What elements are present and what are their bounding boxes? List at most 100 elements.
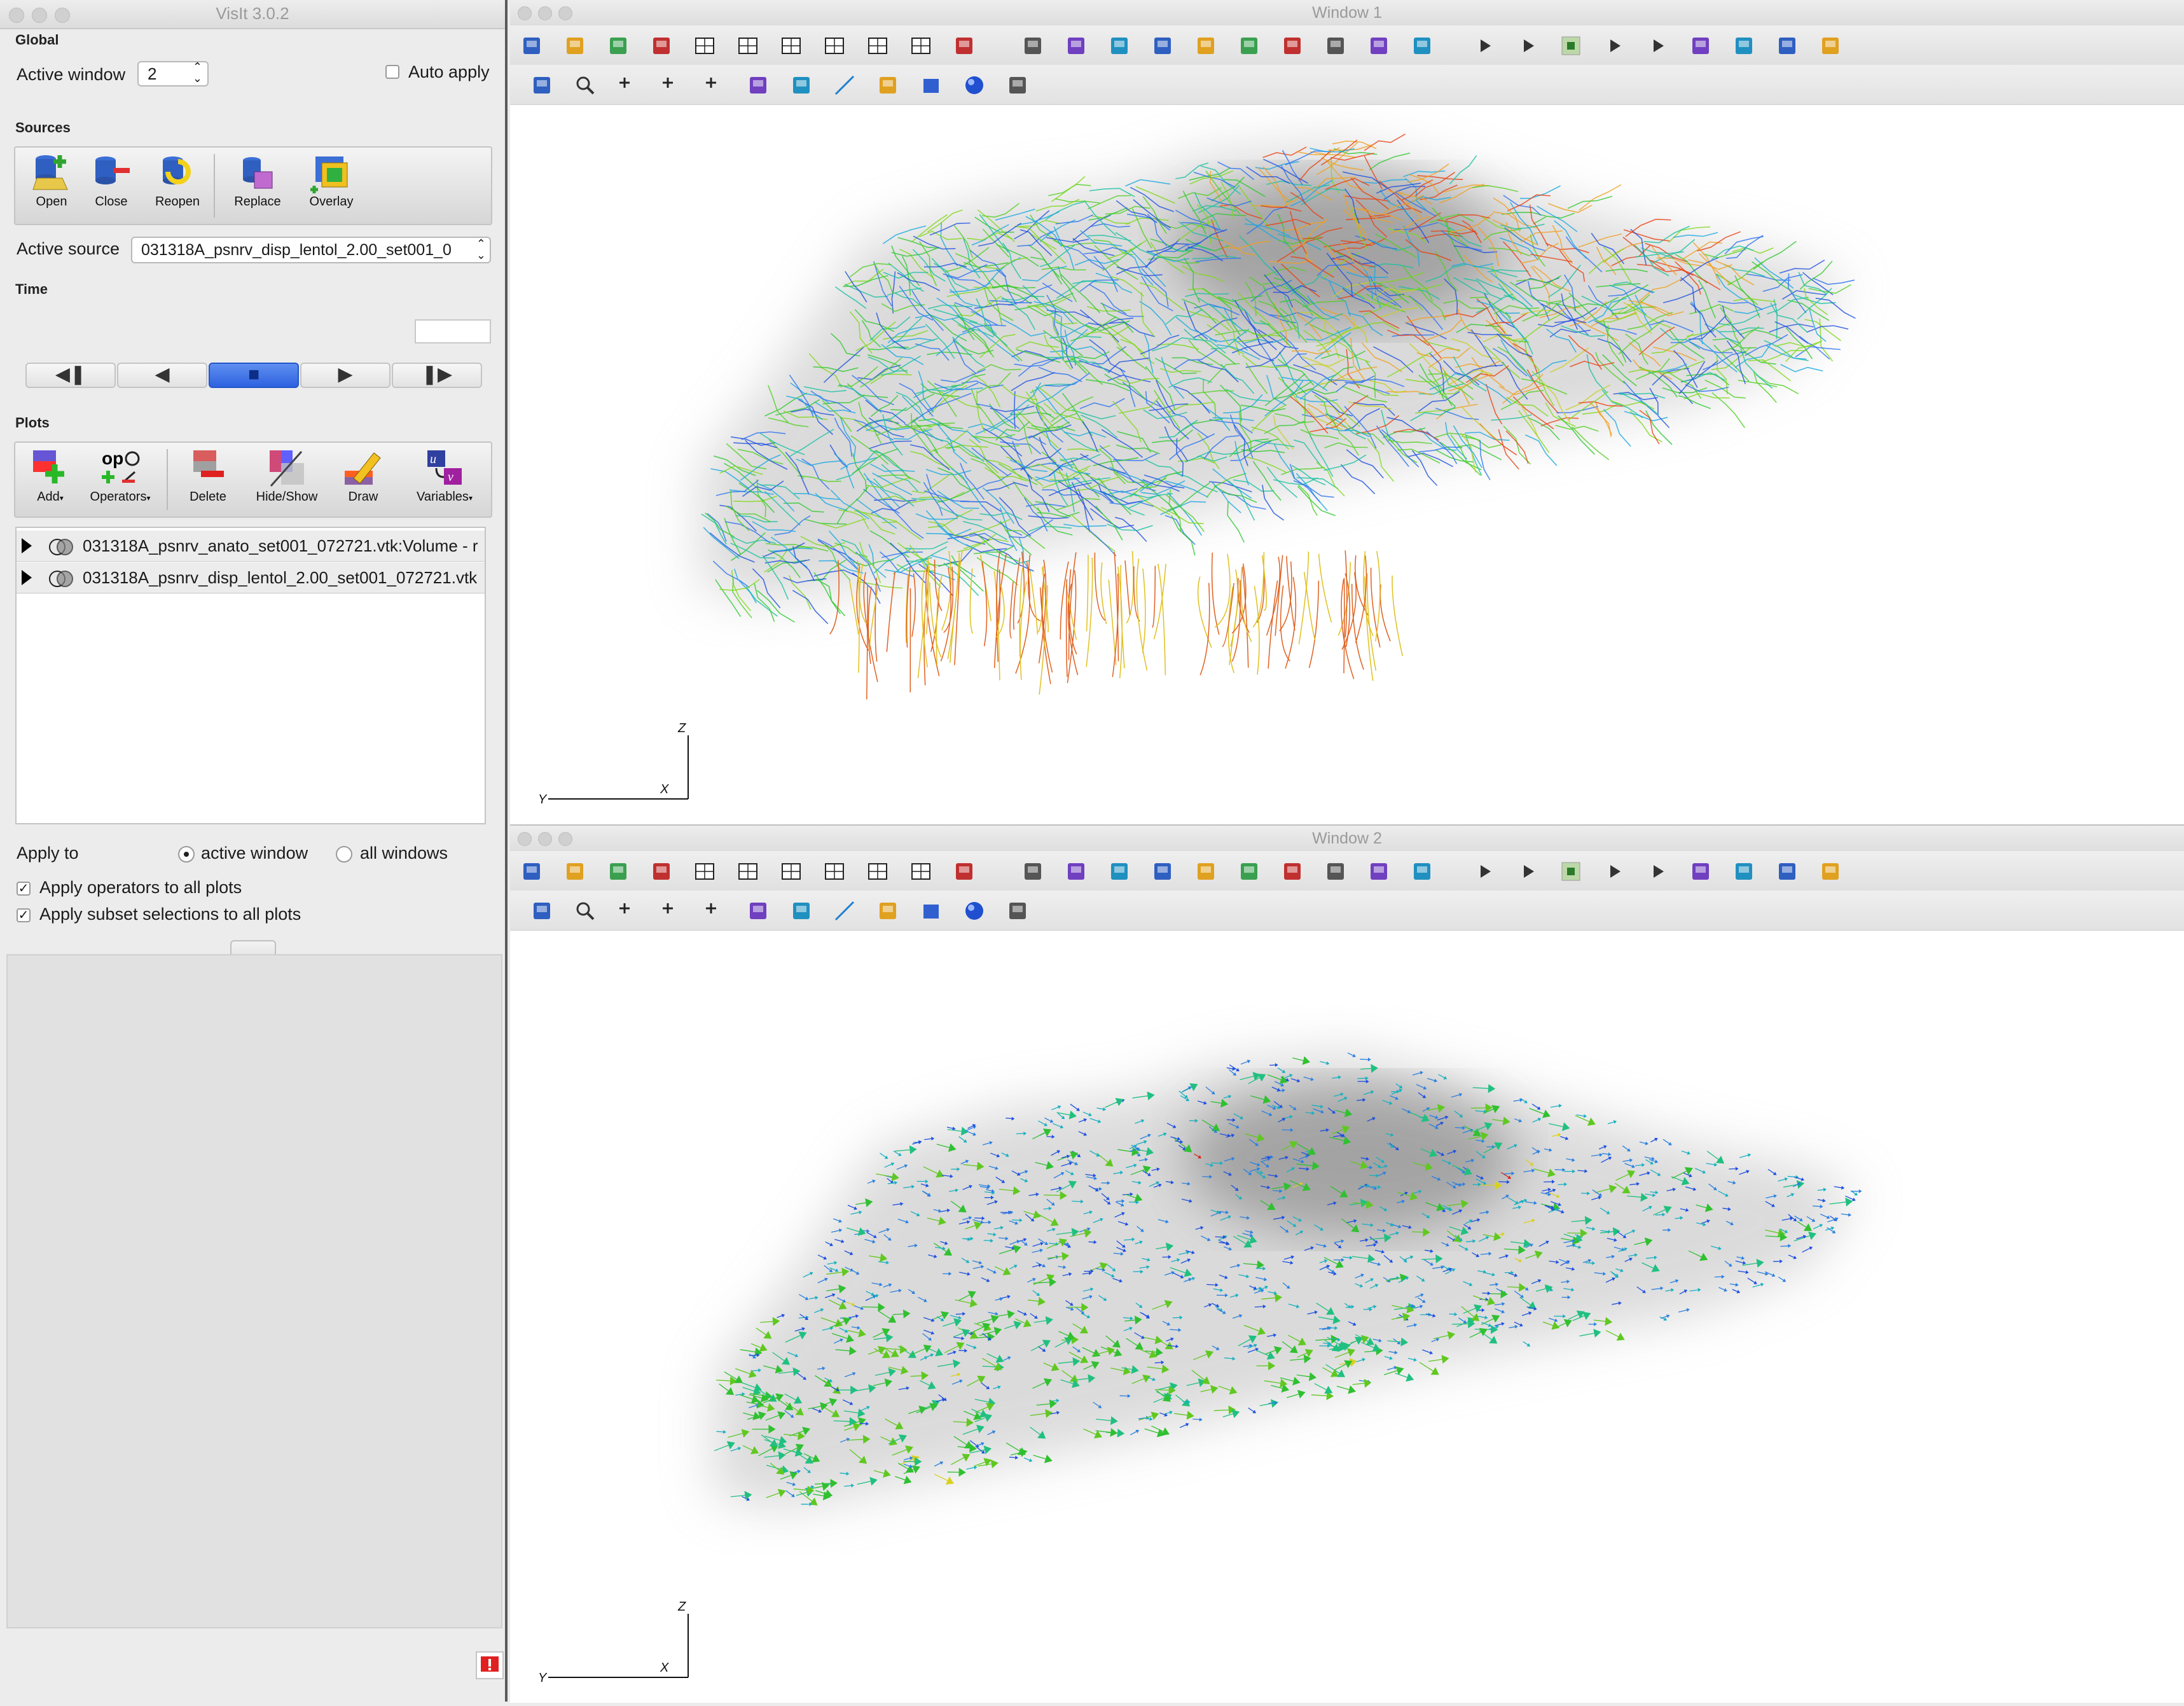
reverse-step-icon[interactable]	[1472, 859, 1497, 884]
navigate-icon[interactable]	[529, 898, 555, 924]
expand-arrow-icon[interactable]	[22, 538, 32, 553]
perspective-icon[interactable]	[1063, 33, 1089, 59]
zoom-icon[interactable]	[572, 898, 598, 924]
lock-time-icon[interactable]	[1150, 33, 1175, 59]
pick-icon[interactable]	[789, 73, 814, 98]
annotation-icon[interactable]	[1688, 33, 1713, 59]
pick-icon[interactable]	[789, 898, 814, 924]
toggle-spin-icon[interactable]	[1280, 33, 1305, 59]
box-tool-icon[interactable]	[918, 73, 944, 98]
time-field[interactable]	[415, 319, 491, 343]
stop-button[interactable]: ■	[209, 363, 299, 388]
save-image-icon[interactable]	[1193, 859, 1219, 884]
reverse-play-icon[interactable]	[1515, 859, 1540, 884]
camera-icon[interactable]	[1236, 859, 1262, 884]
line-tool-icon[interactable]	[832, 73, 857, 98]
add-z-icon[interactable]	[616, 898, 641, 924]
reverse-play-icon[interactable]	[1515, 33, 1540, 59]
annotation-icon[interactable]	[1688, 859, 1713, 884]
navigate-icon[interactable]	[529, 73, 555, 98]
invert-background-icon[interactable]	[951, 859, 977, 884]
lock-view-icon[interactable]	[1107, 859, 1132, 884]
lock-time-icon[interactable]	[1150, 859, 1175, 884]
play-button[interactable]: ▶	[300, 363, 390, 388]
clear-window-icon[interactable]	[562, 33, 588, 59]
lighting-icon[interactable]	[1731, 859, 1757, 884]
undo-view-icon[interactable]	[1323, 33, 1348, 59]
auto-apply-checkbox[interactable]	[385, 65, 399, 79]
toggle-spin-icon[interactable]	[1280, 859, 1305, 884]
zoom-icon[interactable]	[572, 73, 598, 98]
plot-list-item[interactable]: 031318A_psnrv_disp_lentol_2.00_set001_07…	[17, 562, 485, 593]
layout-3x3-icon[interactable]	[908, 33, 934, 59]
play-icon[interactable]	[1601, 33, 1627, 59]
error-notice-button[interactable]	[476, 1651, 504, 1679]
add-z-icon[interactable]	[616, 73, 641, 98]
point-tool-icon[interactable]	[1005, 898, 1030, 924]
layout-1x2-icon[interactable]	[735, 859, 761, 884]
forward-step-icon[interactable]	[1645, 33, 1670, 59]
plot-visibility-icon[interactable]	[47, 567, 75, 586]
redo-view-icon[interactable]	[1366, 33, 1392, 59]
stop-icon[interactable]	[1558, 33, 1584, 59]
add-plot-button[interactable]: Add▾	[15, 443, 85, 504]
apply-operators-checkbox[interactable]: ✓	[17, 882, 31, 896]
set-mode-icon[interactable]	[1020, 859, 1046, 884]
layout-2x3-icon[interactable]	[822, 33, 847, 59]
invert-background-icon[interactable]	[951, 33, 977, 59]
new-window-icon[interactable]	[519, 859, 544, 884]
delete-window-icon[interactable]	[649, 33, 674, 59]
point-tool-icon[interactable]	[1005, 73, 1030, 98]
plane-tool-icon[interactable]	[875, 898, 901, 924]
reopen-button[interactable]: Reopen	[142, 148, 212, 209]
delete-plot-button[interactable]: Delete	[173, 443, 243, 504]
copy-window-icon[interactable]	[605, 859, 631, 884]
active-source-combobox[interactable]: 031318A_psnrv_disp_lentol_2.00_set001_0 …	[131, 237, 491, 263]
reverse-step-icon[interactable]	[1472, 33, 1497, 59]
active-window-radio[interactable]	[178, 846, 195, 863]
lineout-icon[interactable]	[745, 73, 771, 98]
hide-show-button[interactable]: Hide/Show	[252, 443, 322, 504]
add-n-icon[interactable]	[659, 73, 684, 98]
forward-step-icon[interactable]	[1645, 859, 1670, 884]
active-window-spinbox[interactable]: 2 ⌃⌄	[137, 61, 209, 87]
reverse-step-button[interactable]: ◀❚	[25, 363, 116, 388]
operators-button[interactable]: op Operators▾	[85, 443, 155, 504]
replace-button[interactable]: Replace	[223, 148, 293, 209]
add-n-icon[interactable]	[659, 898, 684, 924]
line-tool-icon[interactable]	[832, 898, 857, 924]
expand-arrow-icon[interactable]	[22, 570, 32, 585]
lighting-icon[interactable]	[1731, 33, 1757, 59]
undo-view-icon[interactable]	[1323, 859, 1348, 884]
apply-subset-checkbox[interactable]: ✓	[17, 908, 31, 922]
stop-icon[interactable]	[1558, 859, 1584, 884]
camera-icon[interactable]	[1236, 33, 1262, 59]
layout-2x4-icon[interactable]	[865, 859, 890, 884]
clear-window-icon[interactable]	[562, 859, 588, 884]
layout-2x4-icon[interactable]	[865, 33, 890, 59]
layout-2x2-icon[interactable]	[778, 33, 804, 59]
layout-1x1-icon[interactable]	[692, 33, 717, 59]
layout-3x3-icon[interactable]	[908, 859, 934, 884]
layout-1x1-icon[interactable]	[692, 859, 717, 884]
new-window-icon[interactable]	[519, 33, 544, 59]
set-mode-icon[interactable]	[1020, 33, 1046, 59]
layout-2x2-icon[interactable]	[778, 859, 804, 884]
all-windows-radio[interactable]	[336, 846, 352, 863]
plane-tool-icon[interactable]	[875, 73, 901, 98]
forward-step-button[interactable]: ❚▶	[392, 363, 482, 388]
copy-window-icon[interactable]	[605, 33, 631, 59]
material-icon[interactable]	[1818, 859, 1843, 884]
add-s-icon[interactable]	[702, 73, 728, 98]
plot-list-item[interactable]: 031318A_psnrv_anato_set001_072721.vtk:Vo…	[17, 531, 485, 562]
close-button[interactable]: Close	[76, 148, 146, 209]
delete-window-icon[interactable]	[649, 859, 674, 884]
light-off-icon[interactable]	[1774, 859, 1800, 884]
lineout-icon[interactable]	[745, 898, 771, 924]
full-frame-icon[interactable]	[1409, 33, 1435, 59]
full-frame-icon[interactable]	[1409, 859, 1435, 884]
reverse-play-button[interactable]: ◀	[117, 363, 207, 388]
